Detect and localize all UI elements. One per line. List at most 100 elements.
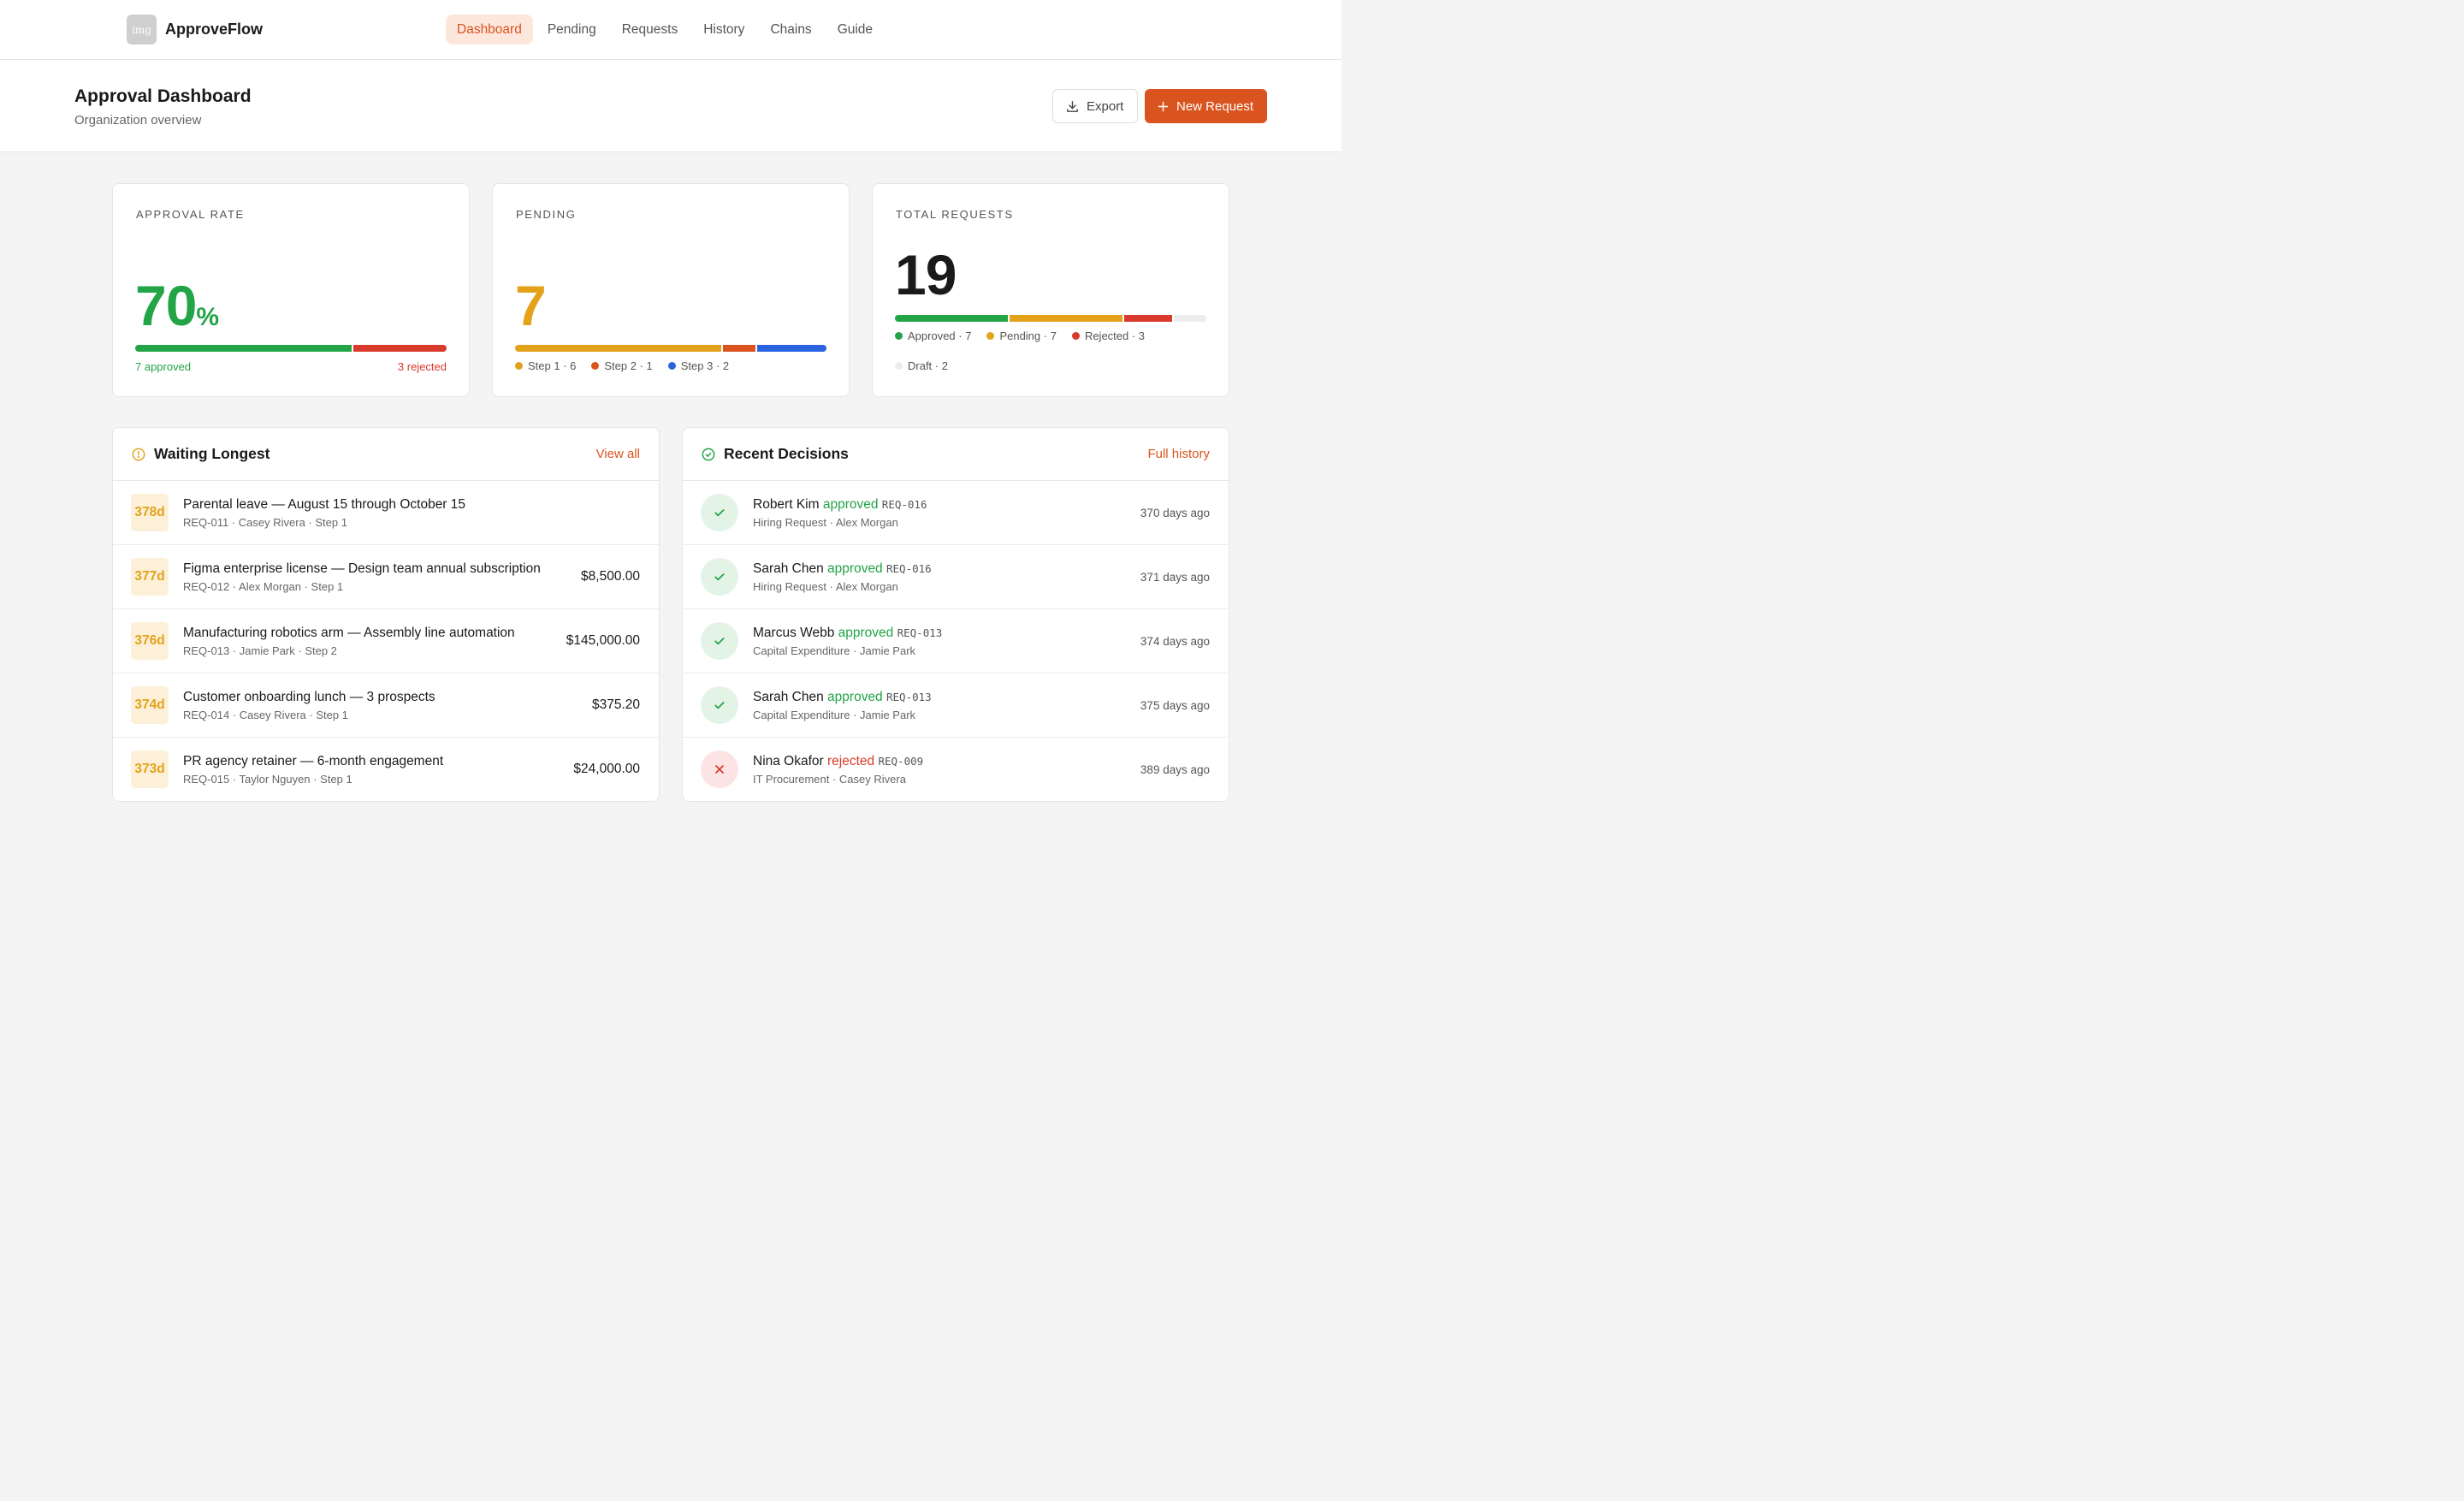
view-all-link[interactable]: View all bbox=[595, 447, 640, 461]
decision-list: Robert Kim approved REQ-016 Hiring Reques… bbox=[683, 481, 1229, 801]
nav-guide[interactable]: Guide bbox=[837, 22, 874, 37]
decision-time: 389 days ago bbox=[1140, 763, 1210, 776]
approval-rate-value: 70% bbox=[135, 273, 219, 338]
check-icon bbox=[714, 509, 725, 517]
approval-rate-bar bbox=[135, 345, 447, 352]
decision-row[interactable]: Robert Kim approved REQ-016 Hiring Reques… bbox=[683, 481, 1229, 545]
check-icon bbox=[714, 638, 725, 645]
decision-row[interactable]: Nina Okafor rejected REQ-009 IT Procureme… bbox=[683, 738, 1229, 801]
request-amount: $8,500.00 bbox=[581, 569, 640, 584]
bar-segment bbox=[895, 315, 1010, 322]
waiting-age-badge: 377d bbox=[131, 558, 169, 596]
approver-name: Marcus Webb bbox=[753, 626, 835, 640]
legend-label: Step 1 · 6 bbox=[528, 359, 577, 372]
new-request-button[interactable]: New Request bbox=[1145, 89, 1267, 123]
waiting-age-badge: 373d bbox=[131, 750, 169, 788]
recent-decisions-header: Recent Decisions Full history bbox=[683, 428, 1229, 481]
decision-time: 375 days ago bbox=[1140, 699, 1210, 712]
request-meta: REQ-014 · Casey Rivera · Step 1 bbox=[183, 709, 348, 721]
request-title: PR agency retainer — 6-month engagement bbox=[183, 754, 444, 768]
legend-item: Pending · 7 bbox=[986, 321, 1057, 351]
decision-summary: Sarah Chen approved REQ-013 bbox=[753, 690, 932, 705]
request-meta: REQ-015 · Taylor Nguyen · Step 1 bbox=[183, 773, 352, 786]
pending-legend: Step 1 · 6 Step 2 · 1 Step 3 · 2 bbox=[515, 351, 729, 381]
decision-summary: Robert Kim approved REQ-016 bbox=[753, 497, 927, 513]
pending-step-bar bbox=[515, 345, 826, 352]
legend-dot bbox=[986, 332, 995, 340]
approver-name: Robert Kim bbox=[753, 497, 820, 512]
decision-summary: Sarah Chen approved REQ-016 bbox=[753, 561, 932, 577]
waiting-row[interactable]: 378d Parental leave — August 15 through O… bbox=[113, 481, 659, 545]
legend-dot bbox=[1071, 332, 1080, 340]
request-code: REQ-009 bbox=[878, 755, 924, 768]
total-legend: Approved · 7 Pending · 7 Rejected · 3 Draft… bbox=[895, 321, 1206, 381]
decision-row[interactable]: Marcus Webb approved REQ-013 Capital Expe… bbox=[683, 609, 1229, 673]
request-title: Figma enterprise license — Design team a… bbox=[183, 561, 541, 576]
legend-label: Draft · 2 bbox=[908, 359, 948, 372]
legend-label: Pending · 7 bbox=[999, 329, 1057, 342]
rejected-status bbox=[701, 750, 738, 788]
x-icon bbox=[715, 765, 724, 774]
decision-meta: Hiring Request · Alex Morgan bbox=[753, 580, 898, 593]
recent-decisions-panel: Recent Decisions Full history Robert Kim… bbox=[682, 427, 1229, 802]
legend-item: Step 3 · 2 bbox=[667, 351, 729, 381]
recent-decisions-title: Recent Decisions bbox=[724, 445, 849, 462]
waiting-age-badge: 378d bbox=[131, 494, 169, 531]
approved-status bbox=[701, 686, 738, 724]
full-history-link[interactable]: Full history bbox=[1147, 447, 1210, 461]
waiting-age-badge: 374d bbox=[131, 686, 169, 724]
legend-item: Step 1 · 6 bbox=[515, 351, 576, 381]
decision-verb: approved bbox=[822, 497, 879, 512]
request-amount: $375.20 bbox=[591, 697, 640, 712]
request-amount: $145,000.00 bbox=[566, 633, 640, 648]
request-title: Parental leave — August 15 through Octob… bbox=[183, 497, 466, 512]
decision-verb: approved bbox=[827, 561, 883, 576]
legend-label: Step 2 · 1 bbox=[604, 359, 653, 372]
request-title: Manufacturing robotics arm — Assembly li… bbox=[183, 626, 515, 640]
decision-summary: Marcus Webb approved REQ-013 bbox=[753, 626, 942, 641]
request-code: REQ-016 bbox=[886, 562, 932, 575]
legend-item: Rejected · 3 bbox=[1071, 321, 1146, 351]
approver-name: Nina Okafor bbox=[753, 754, 824, 768]
check-icon bbox=[714, 702, 725, 709]
nav-dashboard[interactable]: Dashboard bbox=[446, 15, 533, 44]
request-code: REQ-013 bbox=[897, 626, 943, 639]
pending-card: PENDING 7 Step 1 · 6 Step 2 · 1 Step 3 · 2 bbox=[492, 183, 850, 397]
brand[interactable]: img ApproveFlow bbox=[127, 15, 263, 44]
nav-pending[interactable]: Pending bbox=[547, 22, 596, 37]
waiting-list: 378d Parental leave — August 15 through O… bbox=[113, 481, 659, 801]
export-button[interactable]: Export bbox=[1052, 89, 1138, 123]
bar-segment bbox=[1124, 315, 1174, 322]
bar-segment bbox=[352, 345, 447, 352]
waiting-row[interactable]: 373d PR agency retainer — 6-month engagem… bbox=[113, 738, 659, 801]
legend-dot bbox=[515, 362, 523, 370]
app-logo: img bbox=[127, 15, 157, 44]
legend-item: Draft · 2 bbox=[895, 351, 948, 381]
decision-verb: approved bbox=[827, 690, 883, 704]
approved-status bbox=[701, 494, 738, 531]
new-request-label: New Request bbox=[1176, 98, 1254, 114]
approval-rate-label: APPROVAL RATE bbox=[136, 208, 245, 221]
waiting-row[interactable]: 376d Manufacturing robotics arm — Assembl… bbox=[113, 609, 659, 673]
main-nav: Dashboard Pending Requests History Chain… bbox=[446, 15, 884, 44]
approver-name: Sarah Chen bbox=[753, 561, 824, 576]
total-status-bar bbox=[895, 315, 1206, 322]
legend-label: Rejected · 3 bbox=[1084, 329, 1146, 342]
decision-summary: Nina Okafor rejected REQ-009 bbox=[753, 754, 923, 769]
approved-status bbox=[701, 622, 738, 660]
waiting-row[interactable]: 374d Customer onboarding lunch — 3 prospe… bbox=[113, 673, 659, 738]
nav-requests[interactable]: Requests bbox=[621, 22, 678, 37]
nav-history[interactable]: History bbox=[703, 22, 745, 37]
approved-status bbox=[701, 558, 738, 596]
decision-row[interactable]: Sarah Chen approved REQ-016 Hiring Reques… bbox=[683, 545, 1229, 609]
legend-dot bbox=[591, 362, 600, 370]
app-name: ApproveFlow bbox=[165, 21, 264, 38]
decision-row[interactable]: Sarah Chen approved REQ-013 Capital Expen… bbox=[683, 673, 1229, 738]
request-meta: REQ-011 · Casey Rivera · Step 1 bbox=[183, 516, 347, 529]
approval-rate-card: APPROVAL RATE 70% 7 approved 3 rejected bbox=[112, 183, 470, 397]
export-label: Export bbox=[1087, 98, 1124, 114]
bar-segment bbox=[1173, 315, 1206, 322]
legend-dot bbox=[895, 332, 903, 340]
nav-chains[interactable]: Chains bbox=[770, 22, 812, 37]
waiting-row[interactable]: 377d Figma enterprise license — Design te… bbox=[113, 545, 659, 609]
